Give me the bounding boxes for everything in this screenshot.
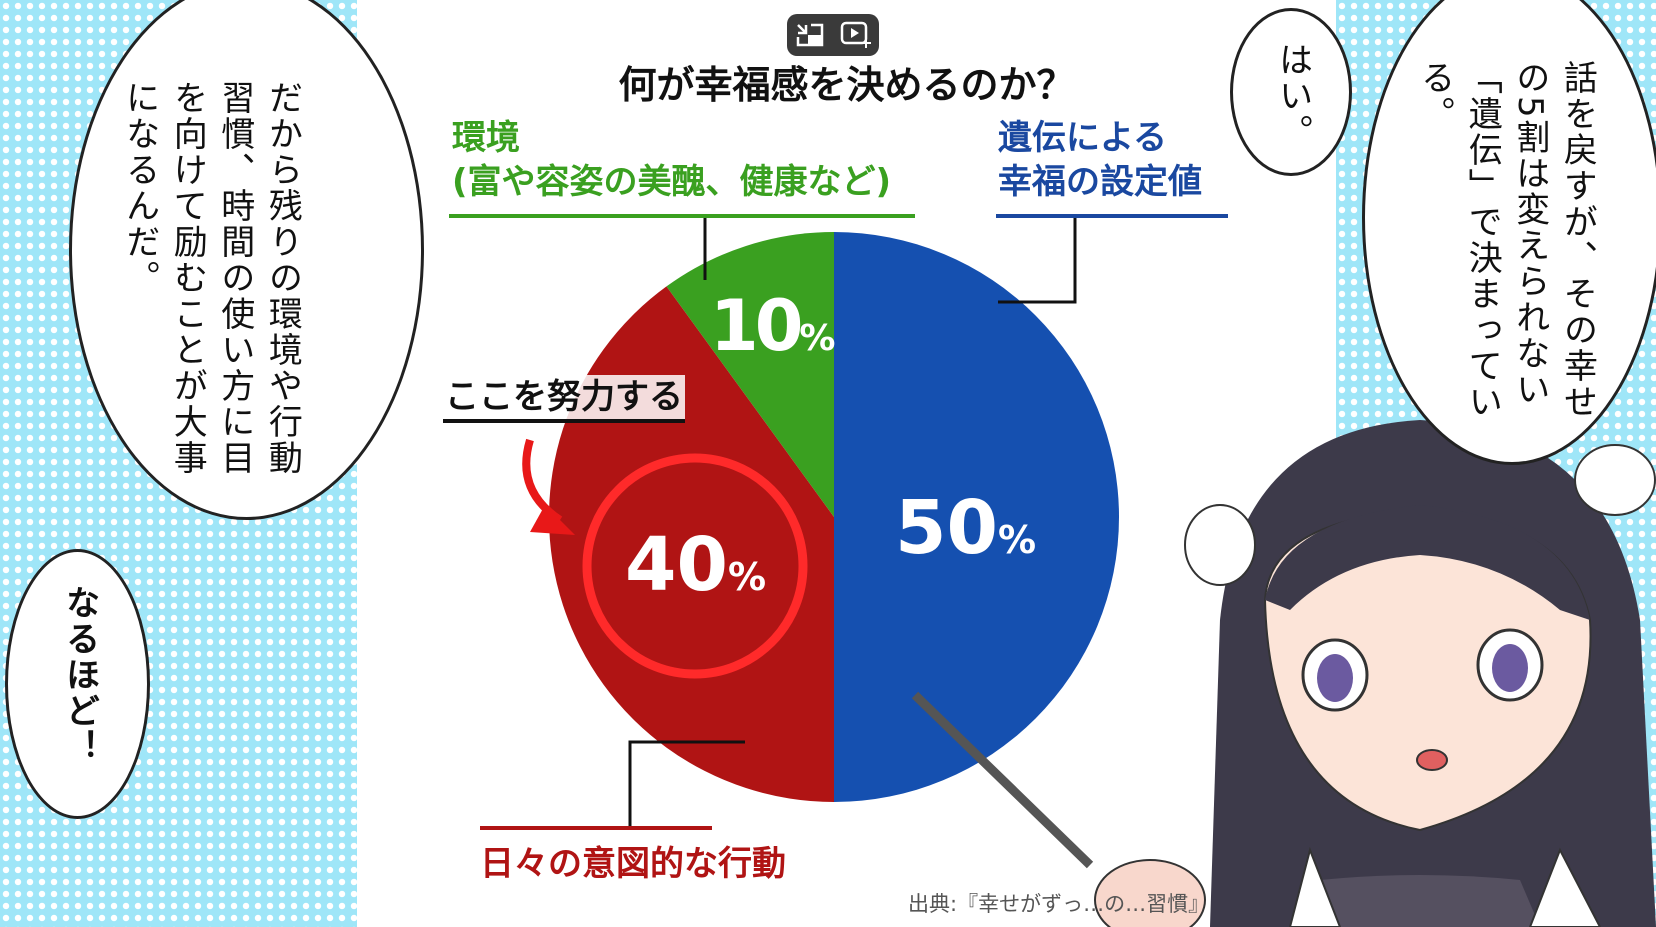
leader-line-action: [628, 740, 745, 826]
bubble-text-left: だから残りの環境や行動習慣、時間の使い方に目を向けて励むことが大事になるんだ。: [119, 80, 303, 476]
bubble-text-right: 話を戻すが、その幸せの5割は変えられない「遺伝」で決まっている。: [1414, 60, 1598, 420]
bubble-text-naruhodo: なるほど！: [59, 585, 100, 765]
label-50: 50%: [895, 485, 1037, 571]
underline-action: [480, 826, 712, 830]
underline-genetic: [996, 214, 1228, 218]
speech-bubble-left: [69, 0, 424, 520]
source-citation: 出典:『幸せがずっ…の…習慣』: [908, 892, 1210, 916]
leader-line-genetic: [998, 218, 1077, 304]
bubble-text-hai: はい。: [1272, 42, 1313, 150]
exit-pip-icon[interactable]: [795, 22, 825, 48]
label-40: 40%: [625, 522, 767, 608]
legend-action: 日々の意図的な行動: [480, 844, 786, 884]
chart-title: 何が幸福感を決めるのか？: [618, 63, 1075, 107]
video-controls: [787, 14, 879, 56]
label-10: 10%: [710, 285, 836, 367]
legend-env: 環境 (富や容姿の美醜、健康など): [452, 118, 892, 203]
pie-slice-50: [834, 232, 1119, 802]
speech-bubble-naruhodo: [5, 549, 150, 819]
highlight-circle: [582, 453, 808, 679]
character-illustration: [1094, 420, 1656, 927]
speech-bubble-hai: [1230, 8, 1352, 176]
annotation-effort: ここを努力する: [443, 375, 685, 424]
underline-env: [449, 214, 915, 218]
speech-bubble-right: [1362, 0, 1656, 465]
pie-slice-10: [666, 232, 834, 517]
play-sparkle-icon[interactable]: [840, 21, 872, 49]
legend-genetic: 遺伝による 幸福の設定値: [998, 118, 1202, 203]
arrowhead-icon: [530, 505, 575, 535]
pointer-stick: [911, 691, 1094, 869]
